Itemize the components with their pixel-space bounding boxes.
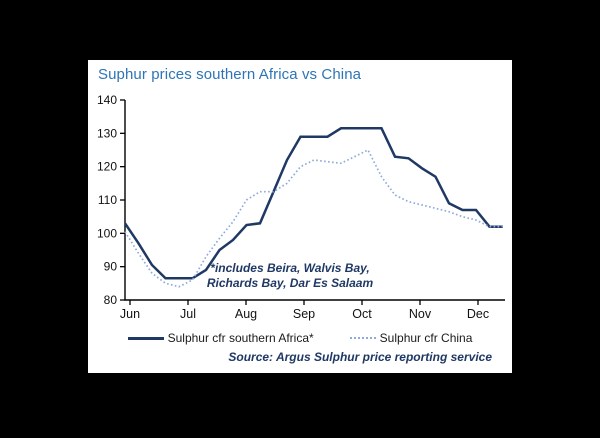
africa-series-line [123,127,503,280]
legend-item-africa: Sulphur cfr southern Africa* [127,331,314,345]
china-dotted-line-swatch [349,337,376,339]
legend-label-china: Sulphur cfr China [379,331,473,345]
x-axis-tick-label: Sep [293,307,315,321]
y-axis-tick-label: 90 [104,260,118,274]
x-axis-tick-label: Dec [467,307,489,321]
y-axis-tick-label: 130 [97,126,117,140]
africa-solid-line-swatch [127,336,164,340]
x-axis-tick-label: Jul [180,307,196,321]
y-axis-tick-label: 140 [97,93,117,107]
y-axis-tick-label: 80 [104,293,118,307]
y-axis-tick-label: 110 [98,193,117,207]
x-axis-tick-label: Oct [352,307,372,321]
y-axis-tick-label: 100 [97,226,117,240]
x-axis-tick-label: Jun [120,307,140,321]
x-axis-tick-label: Nov [409,307,432,321]
x-axis-tick-label: Aug [235,307,257,321]
y-axis-tick-label: 120 [97,160,117,174]
chart-panel: 140 130 120 110 100 90 80 Jun Jul Aug Sep Oct Nov Dec… [88,60,512,373]
source-caption: Source: Argus Sulphur price reporting se… [228,350,492,364]
chart-title: Suphur prices southern Africa vs China [98,66,362,83]
legend-label-africa: Sulphur cfr southern Africa* [167,331,314,345]
legend-item-china: Sulphur cfr China [349,331,473,345]
chart-legend: Sulphur cfr southern Africa* Sulphur cfr… [88,331,512,345]
china-series-line [124,148,503,288]
